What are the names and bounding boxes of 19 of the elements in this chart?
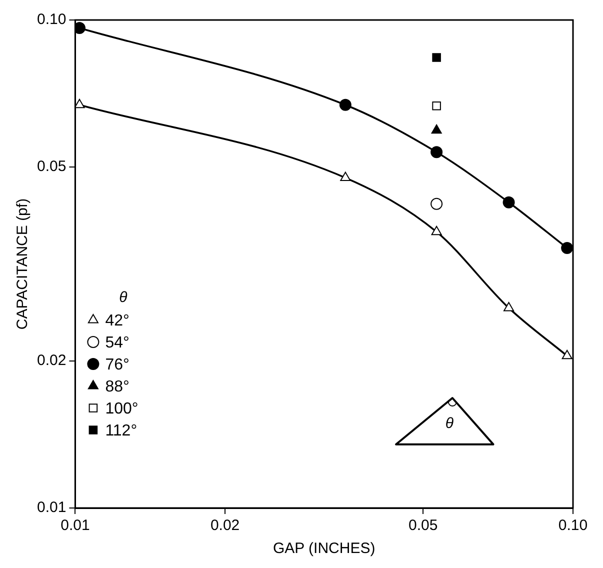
- y-tick-label: 0.01: [36, 499, 66, 516]
- y-tick-label: 0.02: [36, 352, 66, 370]
- legend-label: 88°: [105, 378, 130, 396]
- legend-label: 100°: [105, 400, 138, 418]
- y-axis-title: CAPACITANCE (pf): [14, 198, 32, 330]
- x-tick-label: 0.01: [60, 517, 90, 534]
- legend-title: θ: [119, 289, 128, 306]
- y-tick-label: 0.10: [36, 11, 66, 28]
- x-tick-label: 0.05: [408, 517, 438, 534]
- triangle-icon: θ: [396, 398, 493, 444]
- x-tick-label: 0.10: [558, 517, 588, 534]
- legend-label: 54°: [105, 334, 130, 352]
- x-tick-label: 0.02: [210, 517, 240, 534]
- legend-label: 42°: [105, 312, 130, 330]
- annotation: θ: [444, 415, 454, 432]
- legend-label: 112°: [105, 422, 138, 440]
- legend-label: 76°: [105, 356, 130, 374]
- y-tick-label: 0.05: [36, 158, 66, 176]
- x-axis-title: GAP (INCHES): [272, 540, 376, 558]
